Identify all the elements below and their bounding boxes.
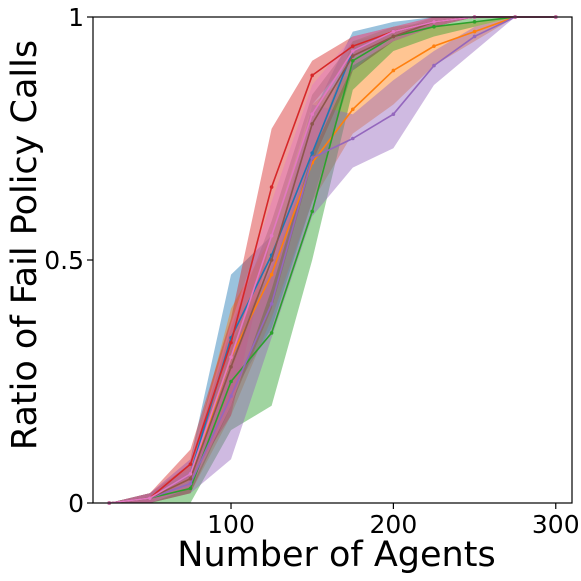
confidence-band-7 [109, 17, 556, 503]
data-point [432, 44, 436, 48]
data-point [350, 58, 355, 63]
confidence-band-3 [109, 17, 556, 503]
data-point [188, 462, 193, 466]
data-point [391, 34, 396, 39]
y-tick-label: 1 [68, 3, 84, 32]
confidence-band-6 [109, 17, 556, 503]
data-point [391, 68, 396, 73]
series-line-5 [109, 16, 556, 504]
x-axis-ticks: 100 200 300 [207, 503, 580, 539]
data-point [310, 112, 315, 116]
data-point [229, 394, 233, 398]
data-point [148, 496, 152, 500]
data-point [229, 355, 233, 360]
confidence-band-5 [109, 17, 556, 503]
data-point [269, 301, 274, 306]
data-point [310, 156, 315, 160]
confidence-band-4 [109, 17, 556, 503]
data-point [472, 29, 477, 34]
data-point [229, 379, 233, 384]
x-tick-label: 100 [207, 510, 255, 539]
x-axis-label: Number of Agents [177, 535, 495, 575]
data-point [269, 233, 274, 238]
data-point [432, 24, 436, 29]
confidence-bands [109, 17, 556, 503]
data-point [432, 20, 436, 24]
series-line-6 [109, 16, 556, 504]
data-point [391, 112, 396, 116]
data-point [350, 54, 355, 58]
data-point [472, 34, 477, 39]
series-line-3 [109, 16, 556, 504]
data-point [269, 258, 274, 262]
x-tick-label: 300 [532, 510, 580, 539]
data-point [188, 476, 193, 481]
data-point [269, 185, 274, 189]
y-axis-label: Ratio of Fail Policy Calls [5, 40, 45, 450]
data-point [269, 272, 274, 277]
series-lines [107, 15, 558, 505]
data-point [269, 331, 274, 335]
x-tick-label: 200 [370, 510, 418, 539]
data-point [188, 472, 193, 476]
data-point [350, 107, 355, 112]
data-point [391, 29, 396, 34]
data-point [472, 20, 477, 24]
y-tick-label: 0.5 [44, 246, 84, 275]
data-point [350, 49, 355, 53]
data-point [350, 136, 355, 141]
data-point [310, 73, 315, 78]
data-point [310, 122, 315, 126]
confidence-band-2 [109, 17, 556, 503]
data-point [229, 340, 233, 345]
data-point [188, 481, 193, 486]
data-point [432, 63, 436, 68]
y-axis-ticks: 00.51 [44, 3, 93, 518]
data-point [310, 151, 315, 155]
data-point [310, 209, 315, 214]
y-tick-label: 0 [68, 489, 84, 518]
data-point [229, 365, 233, 369]
data-point [350, 44, 355, 48]
confidence-band-1 [109, 17, 556, 503]
data-point [188, 486, 193, 491]
